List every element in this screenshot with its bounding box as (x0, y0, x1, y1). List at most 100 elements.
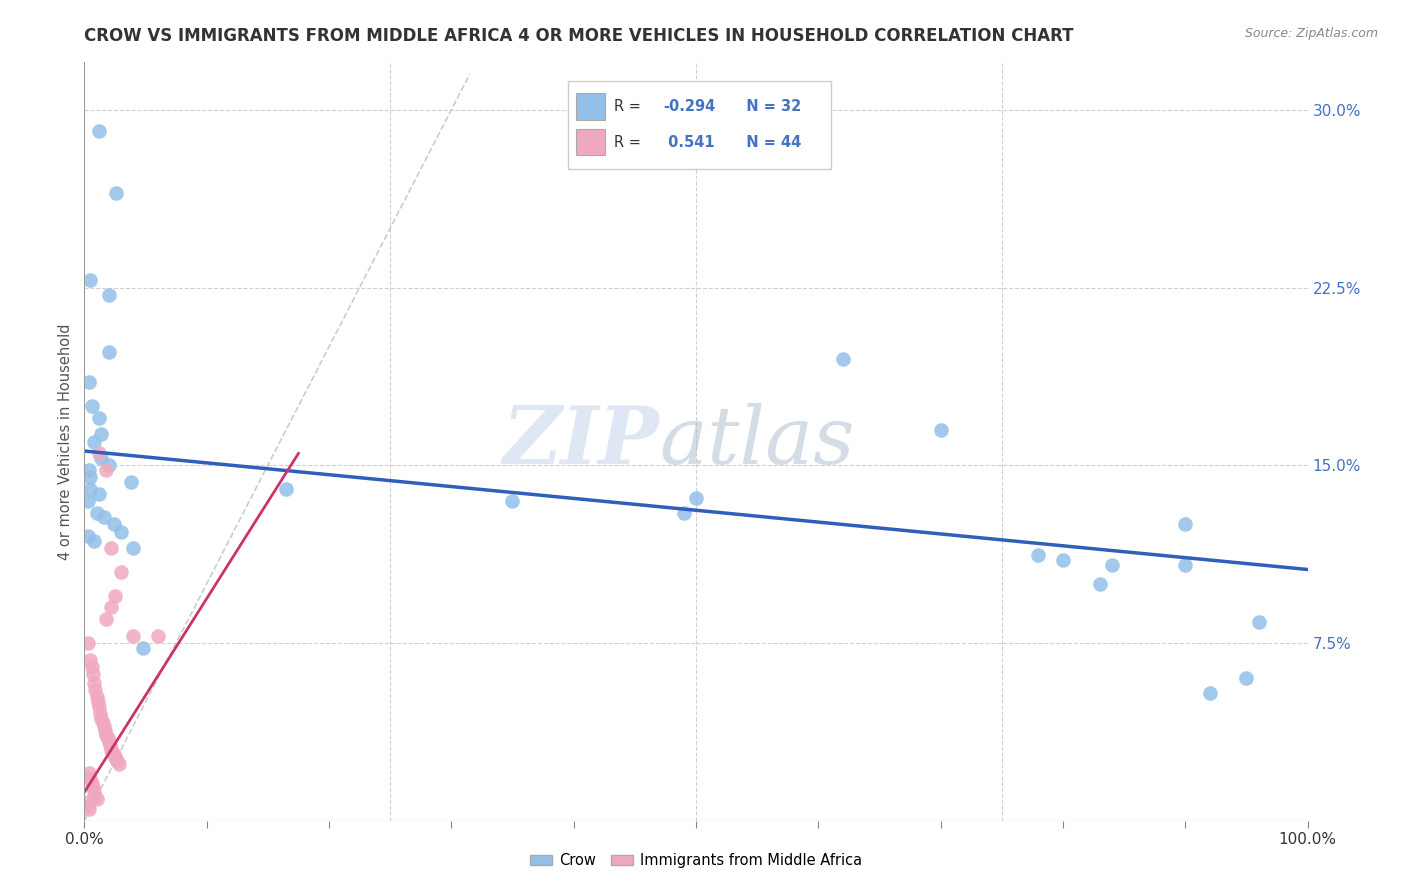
Point (79, 470, 101, 484)
FancyBboxPatch shape (576, 128, 606, 155)
Legend: Crow, Immigrants from Middle Africa: Crow, Immigrants from Middle Africa (524, 847, 868, 874)
Point (91, 716, 114, 731)
Point (77, 795, 100, 809)
Point (80, 659, 103, 673)
Point (105, 186, 128, 200)
Point (101, 745, 124, 759)
Point (82, 780, 104, 795)
Point (86, 792, 108, 806)
Point (77, 802, 100, 816)
Point (100, 600, 122, 615)
Point (97, 731, 120, 745)
Point (77, 799, 100, 814)
Text: atlas: atlas (659, 403, 855, 480)
Point (103, 517, 125, 532)
Text: N = 44: N = 44 (737, 135, 801, 150)
Point (79, 273, 101, 287)
Y-axis label: 4 or more Vehicles in Household: 4 or more Vehicles in Household (58, 323, 73, 560)
Point (1088, 576, 1111, 591)
Point (77, 529, 100, 543)
Point (1247, 615, 1270, 629)
Point (97, 458, 120, 473)
Text: -0.294: -0.294 (664, 99, 716, 114)
Point (1174, 517, 1197, 532)
Point (86, 690, 108, 705)
Point (83, 785, 105, 799)
Point (94, 723, 117, 738)
Point (122, 629, 145, 643)
Point (100, 742, 122, 756)
FancyBboxPatch shape (568, 81, 831, 169)
Point (83, 676, 105, 690)
Point (1236, 672, 1258, 686)
Point (100, 541, 122, 556)
Point (685, 491, 707, 506)
Text: R =: R = (614, 99, 645, 114)
Point (89, 706, 111, 721)
Point (77, 376, 100, 390)
Point (105, 755, 128, 769)
Point (132, 640, 155, 655)
Text: ZIP: ZIP (502, 403, 659, 480)
Point (79, 771, 101, 785)
Point (146, 629, 169, 643)
Point (79, 482, 101, 496)
Point (87, 446, 110, 460)
Point (77, 493, 100, 508)
Point (77, 766, 100, 780)
Point (96, 612, 118, 626)
Point (97, 735, 120, 749)
Point (104, 749, 127, 764)
Point (1198, 686, 1220, 700)
Point (87, 486, 110, 500)
FancyBboxPatch shape (576, 93, 606, 120)
Text: N = 32: N = 32 (737, 99, 801, 114)
Point (831, 351, 853, 366)
Point (97, 344, 120, 359)
Point (90, 712, 112, 726)
Point (276, 482, 298, 496)
Point (84, 683, 107, 698)
Point (80, 776, 103, 790)
Point (87, 695, 110, 709)
Point (104, 589, 127, 603)
Point (80, 399, 103, 413)
Point (93, 510, 115, 524)
Point (122, 541, 145, 556)
Point (1174, 558, 1197, 572)
Point (83, 534, 105, 549)
Point (110, 565, 132, 579)
Point (86, 506, 108, 520)
Point (82, 666, 104, 681)
Point (77, 463, 100, 477)
Point (90, 451, 112, 466)
Point (103, 747, 125, 762)
Point (84, 789, 107, 804)
Point (96, 463, 118, 477)
Point (502, 493, 524, 508)
Text: Source: ZipAtlas.com: Source: ZipAtlas.com (1244, 27, 1378, 40)
Point (97, 287, 120, 301)
Point (87, 410, 110, 425)
Point (672, 506, 695, 520)
Point (1101, 558, 1123, 572)
Text: 0.541: 0.541 (664, 135, 714, 150)
Point (107, 756, 129, 771)
Point (1028, 548, 1050, 563)
Point (120, 475, 142, 489)
Point (929, 423, 952, 437)
Point (96, 728, 118, 742)
Text: CROW VS IMMIGRANTS FROM MIDDLE AFRICA 4 OR MORE VEHICLES IN HOUSEHOLD CORRELATIO: CROW VS IMMIGRANTS FROM MIDDLE AFRICA 4 … (84, 27, 1074, 45)
Point (87, 699, 110, 714)
Point (79, 652, 101, 666)
Point (87, 124, 110, 138)
Point (83, 434, 105, 449)
Point (93, 719, 115, 733)
Point (98, 738, 121, 752)
Point (90, 427, 112, 442)
Point (1052, 553, 1074, 567)
Text: R =: R = (614, 135, 645, 150)
Point (110, 524, 132, 539)
Point (77, 636, 100, 650)
Point (105, 752, 128, 766)
